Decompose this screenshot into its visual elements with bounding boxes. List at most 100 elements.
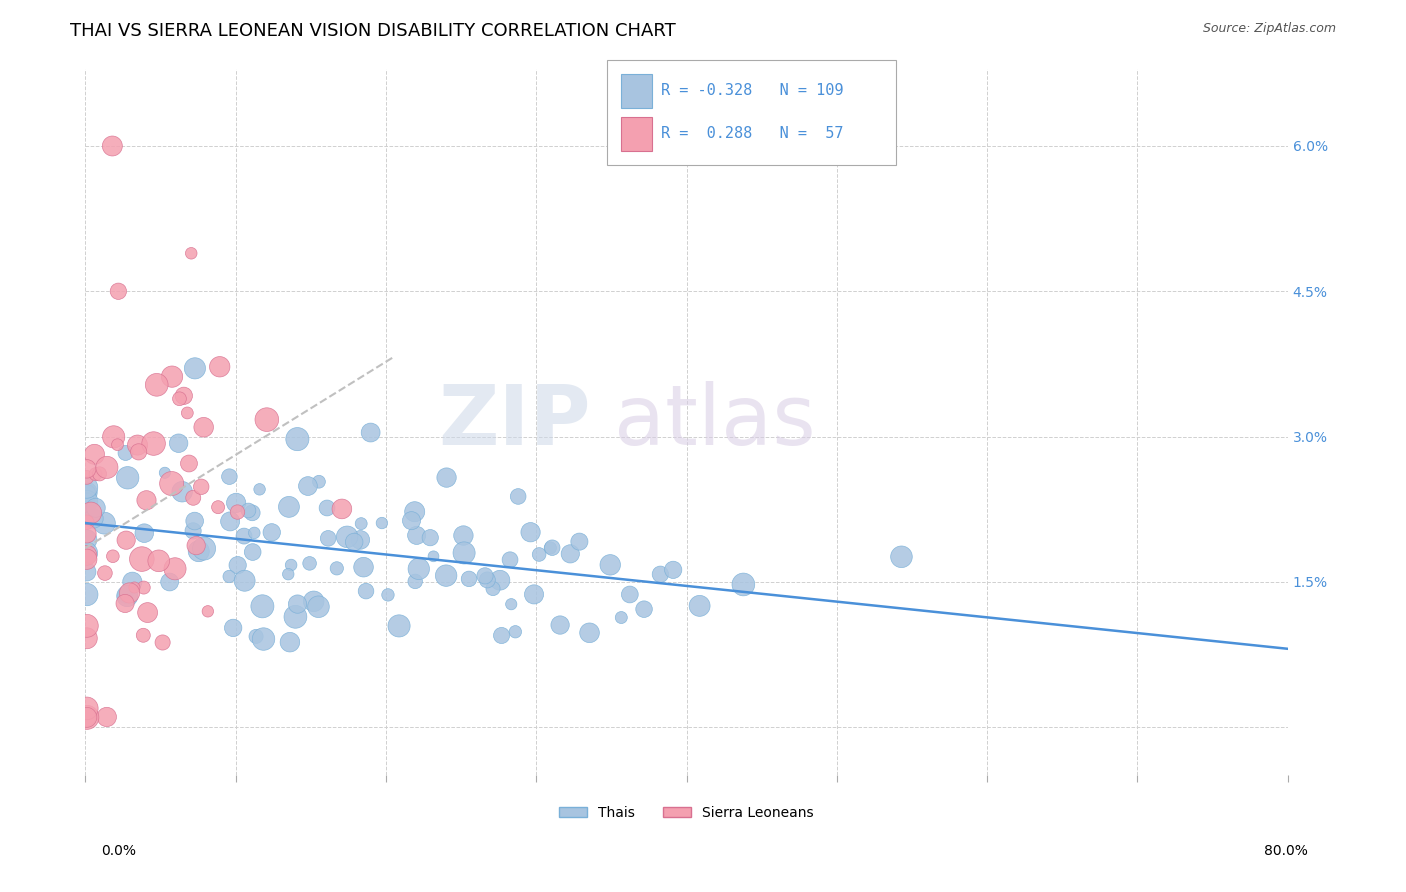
Point	[136, 606, 159, 620]
Point	[184, 361, 207, 376]
Point	[76, 470, 98, 484]
Point	[568, 534, 591, 549]
Point	[76, 533, 98, 547]
Point	[245, 629, 267, 643]
Point	[599, 558, 621, 572]
Point	[131, 552, 153, 566]
Point	[76, 701, 98, 715]
Point	[388, 619, 411, 633]
Point	[114, 446, 136, 460]
Point	[501, 597, 523, 611]
Point	[114, 589, 136, 603]
Point	[489, 573, 512, 587]
Point	[153, 466, 176, 480]
Point	[226, 558, 249, 573]
Point	[633, 602, 655, 616]
Point	[343, 535, 366, 549]
Point	[76, 565, 98, 579]
Point	[84, 467, 107, 482]
Point	[548, 618, 571, 632]
Point	[482, 582, 505, 596]
Point	[326, 561, 349, 575]
Point	[505, 624, 527, 639]
Point	[76, 487, 98, 501]
Point	[650, 567, 672, 582]
Point	[519, 525, 541, 540]
Point	[103, 430, 125, 444]
Point	[160, 369, 183, 384]
Point	[499, 553, 522, 567]
Point	[94, 566, 117, 580]
Point	[371, 516, 394, 530]
Point	[541, 541, 564, 555]
Point	[76, 619, 98, 633]
Point	[302, 594, 325, 608]
Point	[523, 587, 546, 601]
Point	[181, 524, 204, 538]
Legend: Thais, Sierra Leoneans: Thais, Sierra Leoneans	[554, 800, 820, 825]
Point	[350, 516, 373, 531]
Point	[183, 514, 205, 528]
Point	[408, 562, 430, 576]
Point	[76, 526, 98, 541]
Point	[101, 549, 124, 564]
Point	[252, 632, 274, 646]
Point	[219, 515, 242, 529]
Point	[76, 588, 98, 602]
Point	[277, 567, 299, 582]
Point	[330, 502, 353, 516]
Point	[404, 574, 426, 589]
Point	[238, 503, 260, 517]
Point	[107, 285, 129, 299]
Point	[142, 436, 165, 450]
Point	[354, 584, 377, 599]
Point	[124, 581, 146, 595]
Point	[207, 500, 229, 515]
Point	[159, 574, 181, 589]
Point	[349, 533, 371, 547]
Point	[177, 457, 200, 471]
Point	[225, 496, 247, 510]
Point	[197, 604, 219, 618]
Point	[226, 505, 249, 519]
Point	[96, 710, 118, 724]
Point	[890, 549, 912, 564]
Text: Source: ZipAtlas.com: Source: ZipAtlas.com	[1202, 22, 1336, 36]
Point	[256, 412, 278, 426]
Point	[83, 511, 105, 525]
Point	[117, 471, 139, 485]
Point	[76, 548, 98, 562]
Point	[96, 460, 118, 475]
Point	[419, 531, 441, 545]
Point	[243, 525, 266, 540]
Point	[117, 589, 139, 603]
Point	[80, 506, 103, 520]
Text: THAI VS SIERRA LEONEAN VISION DISABILITY CORRELATION CHART: THAI VS SIERRA LEONEAN VISION DISABILITY…	[70, 22, 676, 40]
Point	[186, 539, 208, 553]
Text: R =  0.288   N =  57: R = 0.288 N = 57	[661, 127, 844, 141]
Point	[115, 533, 138, 548]
Point	[76, 710, 98, 724]
Point	[176, 406, 198, 420]
Point	[187, 544, 209, 558]
Point	[308, 475, 330, 489]
Point	[278, 500, 301, 514]
Point	[76, 546, 98, 560]
Point	[173, 389, 195, 403]
Point	[163, 562, 186, 576]
Point	[662, 563, 685, 577]
Point	[114, 597, 136, 611]
Point	[134, 526, 156, 541]
Point	[287, 432, 309, 446]
Point	[404, 505, 426, 519]
Point	[233, 529, 256, 543]
Point	[240, 506, 263, 520]
Point	[287, 597, 309, 611]
Point	[297, 479, 319, 493]
Point	[132, 628, 155, 642]
Point	[316, 532, 339, 546]
Point	[84, 500, 107, 515]
Point	[193, 541, 215, 556]
Point	[193, 420, 215, 434]
Point	[619, 587, 641, 601]
